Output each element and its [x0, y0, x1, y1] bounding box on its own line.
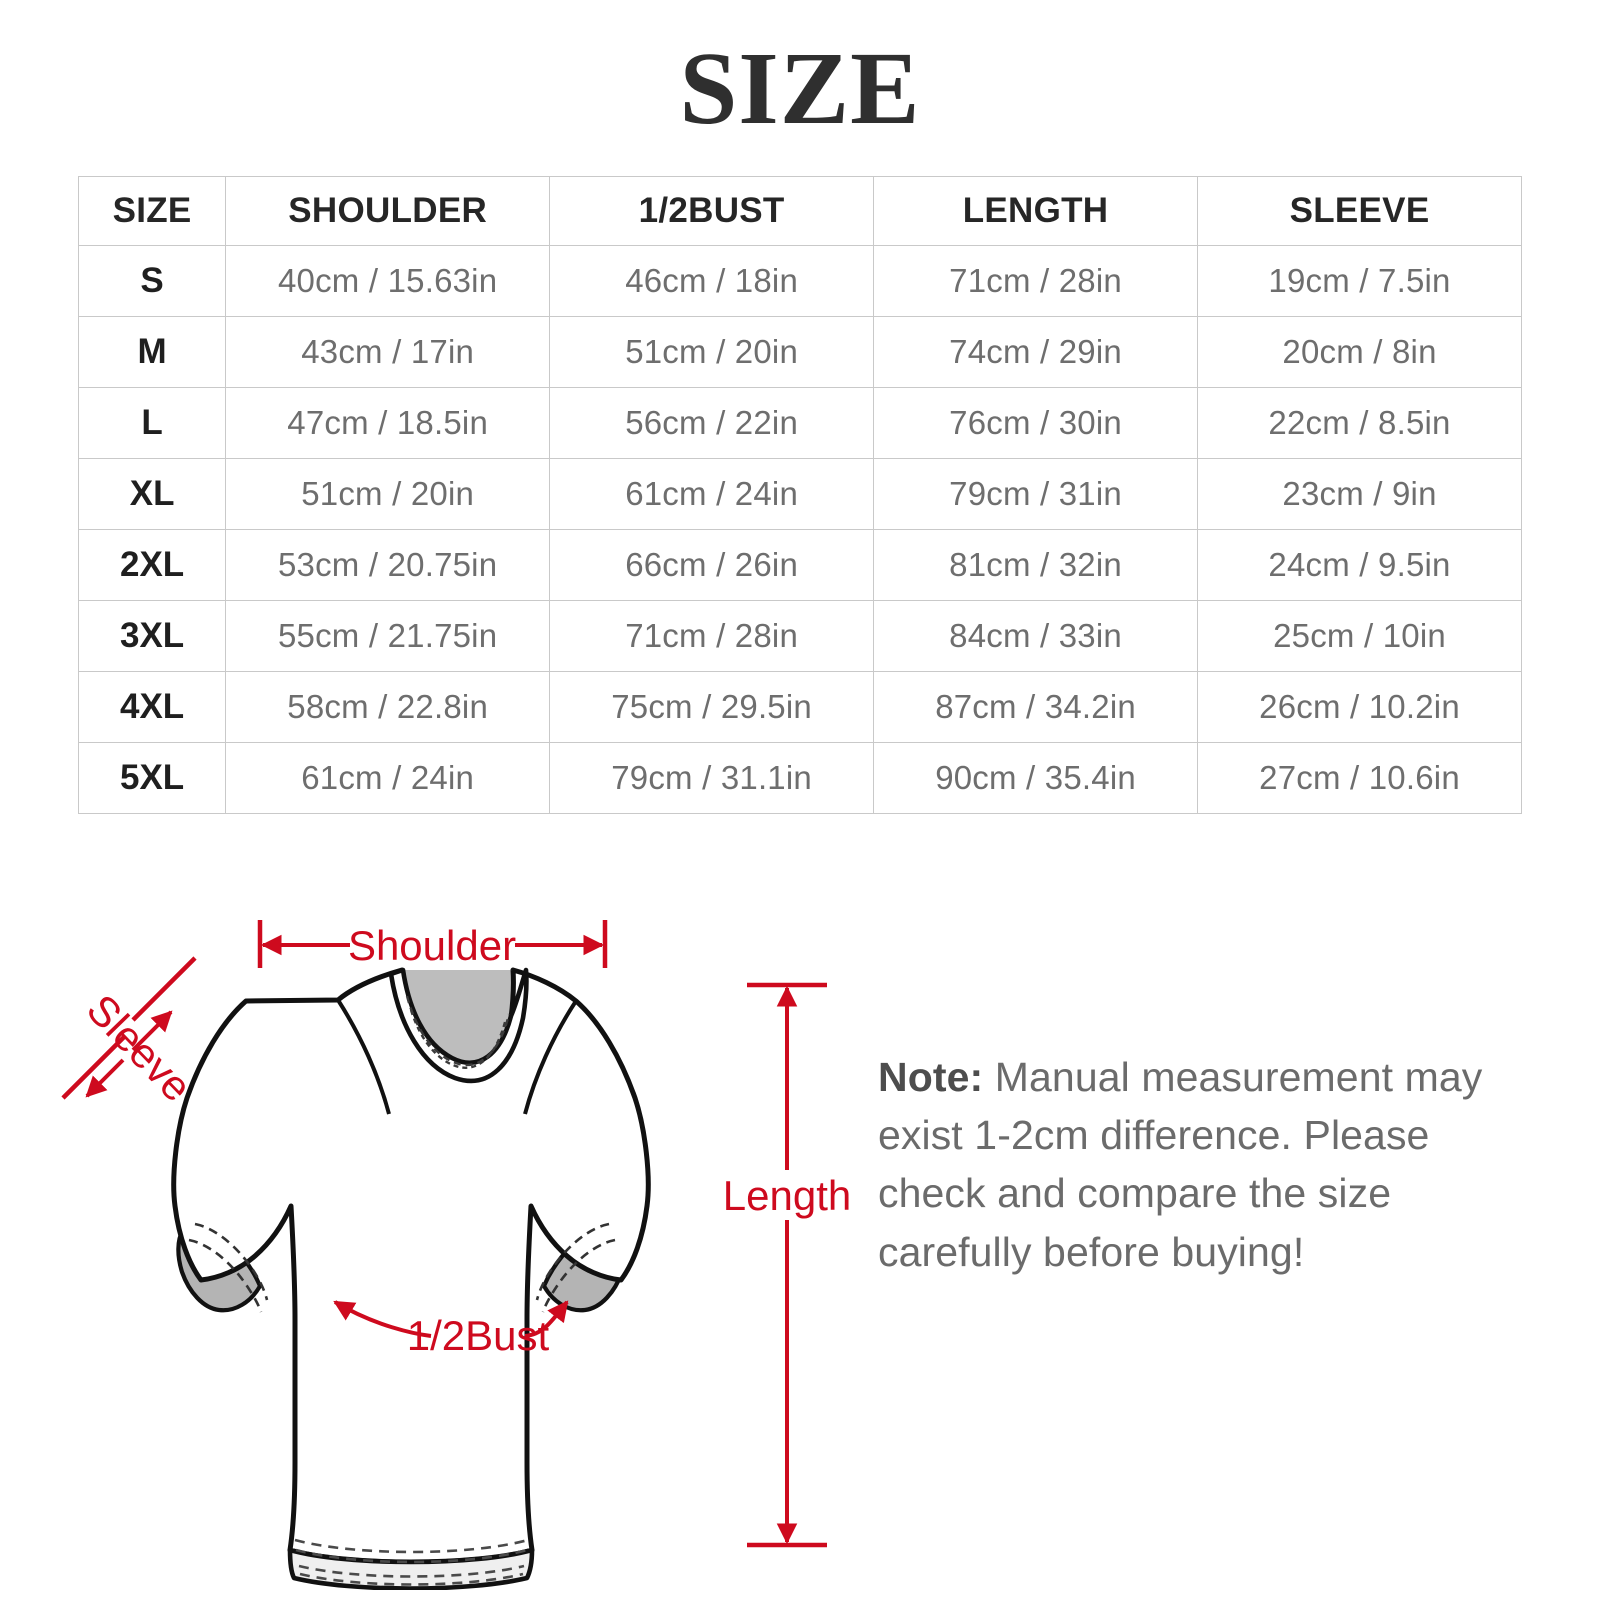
- collar-band: [388, 967, 529, 1084]
- column-header-bust: 1/2BUST: [549, 176, 875, 246]
- bust-arrow-right: [524, 1300, 569, 1338]
- cell-shoulder: 53cm / 20.75in: [225, 529, 551, 601]
- bust-label: 1/2Bust: [407, 1312, 550, 1359]
- left-cuff-stitching: [188, 1222, 269, 1313]
- cell-size: 5XL: [77, 742, 227, 814]
- column-header-size: SIZE: [77, 176, 227, 246]
- cell-bust: 75cm / 29.5in: [549, 671, 875, 743]
- right-shoulder-seam: [523, 999, 578, 1115]
- cell-sleeve: 24cm / 9.5in: [1197, 529, 1522, 601]
- table-row: S 40cm / 15.63in 46cm / 18in 71cm / 28in…: [77, 245, 1522, 317]
- bust-arrow-left: [333, 1300, 432, 1338]
- size-chart-table: SIZE SHOULDER 1/2BUST LENGTH SLEEVE S 40…: [77, 176, 1522, 814]
- cell-size: M: [77, 316, 227, 388]
- measurement-diagram: Shoulder Sleeve 1/2Bust Length: [0, 820, 1600, 1600]
- table-row: XL 51cm / 20in 61cm / 24in 79cm / 31in 2…: [77, 458, 1522, 530]
- table-row: 3XL 55cm / 21.75in 71cm / 28in 84cm / 33…: [77, 600, 1522, 672]
- cell-size: 2XL: [77, 529, 227, 601]
- cell-bust: 79cm / 31.1in: [549, 742, 875, 814]
- table-header: SIZE SHOULDER 1/2BUST LENGTH SLEEVE: [77, 176, 1522, 246]
- cell-shoulder: 47cm / 18.5in: [225, 387, 551, 459]
- cell-bust: 51cm / 20in: [549, 316, 875, 388]
- table-row: M 43cm / 17in 51cm / 20in 74cm / 29in 20…: [77, 316, 1522, 388]
- cell-bust: 66cm / 26in: [549, 529, 875, 601]
- sleeve-tick-upper: [131, 956, 197, 1022]
- cell-length: 79cm / 31in: [873, 458, 1199, 530]
- sleeve-label: Sleeve: [78, 985, 201, 1110]
- measurement-note: Note: Manual measurement may exist 1-2cm…: [878, 1048, 1514, 1281]
- table-row: 4XL 58cm / 22.8in 75cm / 29.5in 87cm / 3…: [77, 671, 1522, 743]
- cell-bust: 56cm / 22in: [549, 387, 875, 459]
- cell-shoulder: 40cm / 15.63in: [225, 245, 551, 317]
- cell-shoulder: 43cm / 17in: [225, 316, 551, 388]
- size-chart-table-container: SIZE SHOULDER 1/2BUST LENGTH SLEEVE S 40…: [77, 176, 1522, 814]
- sleeve-tick-lower: [61, 1034, 127, 1100]
- table-row: L 47cm / 18.5in 56cm / 22in 76cm / 30in …: [77, 387, 1522, 459]
- table-row: 2XL 53cm / 20.75in 66cm / 26in 81cm / 32…: [77, 529, 1522, 601]
- column-header-shoulder: SHOULDER: [225, 176, 551, 246]
- cell-size: S: [77, 245, 227, 317]
- table-body: S 40cm / 15.63in 46cm / 18in 71cm / 28in…: [77, 245, 1522, 814]
- tshirt-measurement-illustration: Shoulder Sleeve 1/2Bust Length: [61, 920, 851, 1590]
- cell-size: XL: [77, 458, 227, 530]
- cell-length: 87cm / 34.2in: [873, 671, 1199, 743]
- note-text: Manual measurement may exist 1-2cm diffe…: [878, 1054, 1483, 1275]
- cell-sleeve: 25cm / 10in: [1197, 600, 1522, 672]
- cell-shoulder: 55cm / 21.75in: [225, 600, 551, 672]
- cell-size: L: [77, 387, 227, 459]
- cell-shoulder: 51cm / 20in: [225, 458, 551, 530]
- collar-stitching: [405, 995, 511, 1069]
- shoulder-label: Shoulder: [348, 922, 516, 969]
- length-measure-annotation: Length: [723, 982, 851, 1548]
- cell-sleeve: 22cm / 8.5in: [1197, 387, 1522, 459]
- cell-length: 84cm / 33in: [873, 600, 1199, 672]
- cell-length: 81cm / 32in: [873, 529, 1199, 601]
- cell-bust: 61cm / 24in: [549, 458, 875, 530]
- cell-sleeve: 23cm / 9in: [1197, 458, 1522, 530]
- note-label: Note:: [878, 1054, 984, 1100]
- sleeve-measure-annotation: Sleeve: [61, 956, 201, 1110]
- sleeve-arrow-lower: [85, 1058, 125, 1098]
- cell-shoulder: 58cm / 22.8in: [225, 671, 551, 743]
- cell-shoulder: 61cm / 24in: [225, 742, 551, 814]
- length-label: Length: [723, 1172, 851, 1219]
- tshirt-body-outline: [171, 967, 651, 1565]
- cell-bust: 46cm / 18in: [549, 245, 875, 317]
- cell-bust: 71cm / 28in: [549, 600, 875, 672]
- page-title: SIZE: [679, 31, 921, 146]
- tshirt-icon: [171, 967, 651, 1590]
- cell-size: 4XL: [77, 671, 227, 743]
- bust-measure-annotation: 1/2Bust: [333, 1300, 569, 1359]
- cell-length: 71cm / 28in: [873, 245, 1199, 317]
- cell-length: 74cm / 29in: [873, 316, 1199, 388]
- cell-length: 76cm / 30in: [873, 387, 1199, 459]
- right-cuff-stitching: [535, 1222, 616, 1313]
- column-header-length: LENGTH: [873, 176, 1199, 246]
- table-row: 5XL 61cm / 24in 79cm / 31.1in 90cm / 35.…: [77, 742, 1522, 814]
- shoulder-measure-annotation: Shoulder: [257, 920, 608, 969]
- cell-sleeve: 19cm / 7.5in: [1197, 245, 1522, 317]
- cell-sleeve: 26cm / 10.2in: [1197, 671, 1522, 743]
- left-shoulder-seam: [336, 998, 391, 1115]
- cell-size: 3XL: [77, 600, 227, 672]
- cell-length: 90cm / 35.4in: [873, 742, 1199, 814]
- column-header-sleeve: SLEEVE: [1197, 176, 1522, 246]
- cell-sleeve: 27cm / 10.6in: [1197, 742, 1522, 814]
- cell-sleeve: 20cm / 8in: [1197, 316, 1522, 388]
- hem-stitching: [294, 1538, 529, 1586]
- sleeve-arrow-upper: [131, 1010, 173, 1052]
- table-header-row: SIZE SHOULDER 1/2BUST LENGTH SLEEVE: [77, 176, 1522, 246]
